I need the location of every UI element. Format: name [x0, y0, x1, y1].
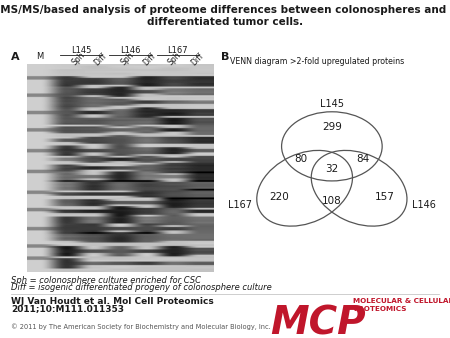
Text: A: A	[11, 52, 20, 63]
Text: MOLECULAR & CELLULAR
PROTEOMICS: MOLECULAR & CELLULAR PROTEOMICS	[353, 298, 450, 312]
Text: Diff = isogenic differentiated progeny of colonosphere culture: Diff = isogenic differentiated progeny o…	[11, 283, 272, 292]
Text: 220: 220	[270, 192, 289, 202]
Text: 80: 80	[294, 154, 307, 164]
Text: WJ Van Houdt et al. Mol Cell Proteomics: WJ Van Houdt et al. Mol Cell Proteomics	[11, 297, 214, 306]
Text: L167: L167	[167, 46, 188, 55]
Text: 108: 108	[322, 196, 342, 206]
Text: Sph = colonosphere culture enriched for CSC: Sph = colonosphere culture enriched for …	[11, 276, 201, 286]
Text: 299: 299	[322, 122, 342, 132]
Text: L146: L146	[120, 46, 141, 55]
Text: L145: L145	[71, 46, 91, 55]
Text: MCP: MCP	[270, 304, 365, 338]
Text: 32: 32	[325, 164, 338, 174]
Text: L167: L167	[228, 200, 252, 210]
Text: B: B	[220, 52, 229, 63]
Text: 157: 157	[374, 192, 394, 202]
Text: Sph: Sph	[70, 51, 86, 67]
Text: Diff: Diff	[189, 51, 205, 67]
Text: Sph: Sph	[166, 51, 183, 67]
Text: L145: L145	[320, 99, 344, 110]
Text: Diff: Diff	[92, 51, 108, 67]
Text: NanoLC-MS/MS/based analysis of proteome differences between colonospheres and is: NanoLC-MS/MS/based analysis of proteome …	[0, 5, 450, 27]
Text: Diff: Diff	[142, 51, 158, 67]
Text: Sph: Sph	[119, 51, 136, 67]
Text: M: M	[36, 52, 43, 61]
Text: 84: 84	[357, 154, 370, 164]
Text: © 2011 by The American Society for Biochemistry and Molecular Biology, Inc.: © 2011 by The American Society for Bioch…	[11, 323, 271, 330]
Text: L146: L146	[412, 200, 436, 210]
Text: 2011;10:M111.011353: 2011;10:M111.011353	[11, 304, 124, 313]
Text: VENN diagram >2-fold upregulated proteins: VENN diagram >2-fold upregulated protein…	[230, 57, 404, 66]
